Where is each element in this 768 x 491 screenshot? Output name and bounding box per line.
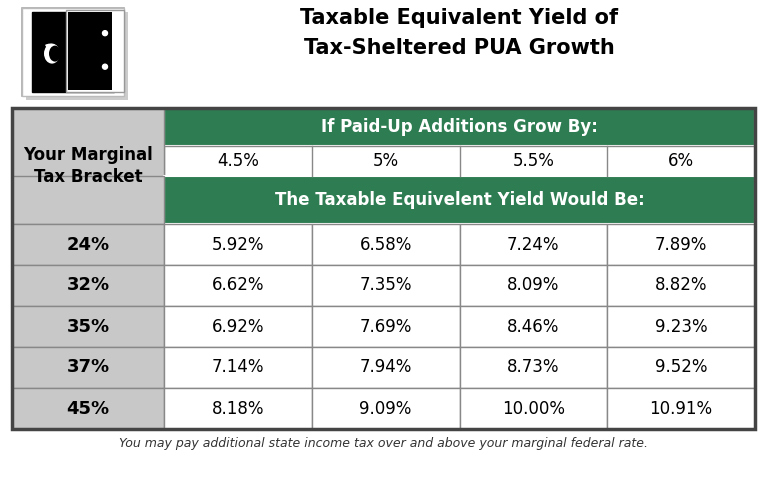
Bar — [164, 265, 312, 306]
Bar — [164, 146, 755, 176]
Text: 7.24%: 7.24% — [507, 236, 560, 253]
Bar — [12, 108, 164, 224]
Bar — [459, 388, 607, 429]
Bar — [164, 108, 755, 146]
Bar — [312, 224, 459, 265]
Bar — [607, 306, 755, 347]
Text: 35%: 35% — [67, 318, 110, 335]
Text: 10.91%: 10.91% — [650, 400, 713, 417]
Bar — [312, 265, 459, 306]
Bar — [312, 388, 459, 429]
Circle shape — [102, 64, 108, 69]
Bar — [12, 306, 164, 347]
Circle shape — [101, 28, 110, 38]
Bar — [68, 12, 112, 90]
Text: 32%: 32% — [67, 276, 110, 295]
Text: 9.52%: 9.52% — [655, 358, 707, 377]
Bar — [26, 12, 128, 100]
Bar — [12, 388, 164, 429]
Bar — [459, 224, 607, 265]
Text: You may pay additional state income tax over and above your marginal federal rat: You may pay additional state income tax … — [119, 437, 648, 450]
Bar — [312, 306, 459, 347]
Bar — [12, 347, 164, 388]
Text: Your Marginal
Tax Bracket: Your Marginal Tax Bracket — [23, 146, 153, 186]
Text: 8.09%: 8.09% — [507, 276, 560, 295]
Bar — [607, 347, 755, 388]
Text: 7.89%: 7.89% — [655, 236, 707, 253]
Bar — [607, 224, 755, 265]
Text: 8.73%: 8.73% — [507, 358, 560, 377]
Bar — [164, 176, 755, 224]
Bar — [164, 224, 312, 265]
Bar — [607, 265, 755, 306]
Text: 10.00%: 10.00% — [502, 400, 565, 417]
Bar — [22, 8, 124, 96]
Bar — [164, 347, 312, 388]
Bar — [459, 265, 607, 306]
Bar — [459, 306, 607, 347]
Ellipse shape — [44, 44, 60, 64]
Text: 6.92%: 6.92% — [212, 318, 264, 335]
Text: 5%: 5% — [372, 152, 399, 170]
Bar — [32, 12, 114, 92]
Bar — [12, 224, 164, 265]
Text: 8.82%: 8.82% — [655, 276, 707, 295]
Text: 6%: 6% — [668, 152, 694, 170]
Bar — [12, 108, 755, 429]
Text: 45%: 45% — [67, 400, 110, 417]
Bar — [164, 388, 312, 429]
Bar — [64, 12, 110, 92]
Text: 7.35%: 7.35% — [359, 276, 412, 295]
Text: The Taxable Equivelent Yield Would Be:: The Taxable Equivelent Yield Would Be: — [275, 191, 644, 209]
Text: 24%: 24% — [67, 236, 110, 253]
Text: 37%: 37% — [67, 358, 110, 377]
Text: 9.09%: 9.09% — [359, 400, 412, 417]
Text: 9.23%: 9.23% — [655, 318, 707, 335]
Bar — [66, 10, 124, 92]
Bar — [12, 176, 164, 224]
Text: 7.94%: 7.94% — [359, 358, 412, 377]
Bar — [32, 12, 62, 92]
Bar — [22, 8, 124, 96]
Text: 5.92%: 5.92% — [212, 236, 264, 253]
Circle shape — [102, 30, 108, 36]
Bar — [12, 108, 164, 429]
Bar — [12, 265, 164, 306]
Bar — [607, 388, 755, 429]
Bar — [459, 347, 607, 388]
Text: Taxable Equivalent Yield of: Taxable Equivalent Yield of — [300, 8, 618, 28]
Text: 7.14%: 7.14% — [212, 358, 264, 377]
Text: 8.46%: 8.46% — [507, 318, 560, 335]
Text: 4.5%: 4.5% — [217, 152, 259, 170]
Bar — [164, 306, 312, 347]
Circle shape — [101, 62, 110, 71]
Text: If Paid-Up Additions Grow By:: If Paid-Up Additions Grow By: — [321, 118, 598, 136]
Text: Tax-Sheltered PUA Growth: Tax-Sheltered PUA Growth — [304, 38, 615, 58]
Text: 6.62%: 6.62% — [212, 276, 264, 295]
Text: 8.18%: 8.18% — [212, 400, 264, 417]
Wedge shape — [45, 44, 55, 54]
Ellipse shape — [49, 46, 61, 61]
Text: 5.5%: 5.5% — [512, 152, 554, 170]
Bar — [312, 347, 459, 388]
Text: 6.58%: 6.58% — [359, 236, 412, 253]
Text: 7.69%: 7.69% — [359, 318, 412, 335]
